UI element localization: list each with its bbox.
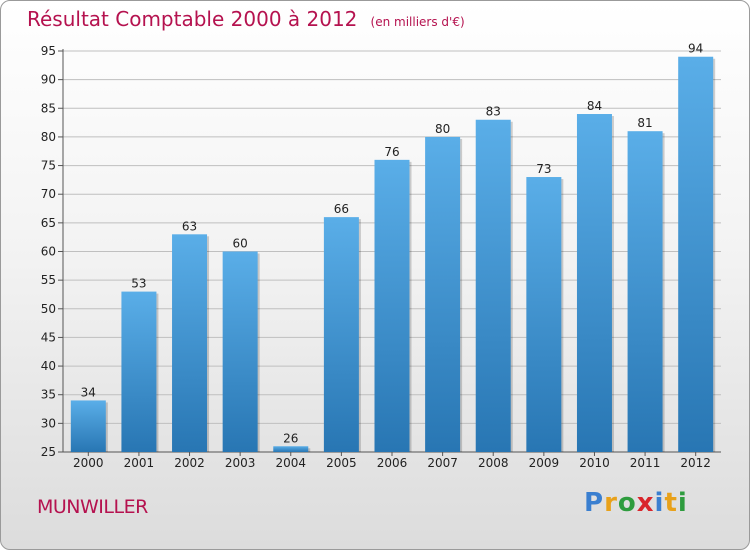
- bar-value-label: 84: [587, 99, 602, 113]
- bar: [222, 251, 258, 452]
- bar: [323, 217, 359, 452]
- logo-letter: t: [664, 488, 678, 518]
- y-tick-label: 35: [41, 388, 56, 402]
- chart-title: Résultat Comptable 2000 à 2012 (en milli…: [27, 7, 465, 31]
- chart-title-unit: (en milliers d'€): [370, 15, 465, 29]
- x-tick-label: 2011: [630, 456, 661, 470]
- bars: [70, 56, 716, 453]
- x-tick-label: 2002: [174, 456, 205, 470]
- y-tick-label: 95: [41, 44, 56, 58]
- bar: [70, 400, 106, 452]
- x-tick-label: 2004: [275, 456, 306, 470]
- logo-letter: r: [604, 488, 618, 518]
- labels: 25 30 35 40 45 50 55 60 65 70 75 80 85 90 95 34 2000 53 20…: [41, 42, 711, 470]
- proxiti-logo: Proxiti: [584, 488, 688, 518]
- x-tick-label: 2006: [377, 456, 408, 470]
- bar-value-label: 53: [131, 277, 146, 291]
- x-tick-label: 2007: [427, 456, 458, 470]
- x-tick-label: 2001: [124, 456, 155, 470]
- bar-value-label: 94: [688, 42, 703, 56]
- x-tick-label: 2000: [73, 456, 104, 470]
- bar-value-label: 76: [384, 145, 399, 159]
- commune-name: MUNWILLER: [37, 496, 148, 518]
- x-tick-label: 2008: [478, 456, 509, 470]
- bar: [121, 291, 157, 452]
- logo-letter: i: [677, 488, 688, 518]
- bar-value-label: 80: [435, 122, 450, 136]
- bar: [526, 177, 562, 452]
- bar-value-label: 63: [182, 219, 197, 233]
- y-tick-label: 85: [41, 101, 56, 115]
- bar: [374, 159, 410, 453]
- bar: [627, 131, 663, 452]
- x-tick-label: 2003: [225, 456, 256, 470]
- bar-value-label: 83: [486, 105, 501, 119]
- bar-value-label: 66: [334, 202, 349, 216]
- y-tick-label: 90: [41, 73, 56, 87]
- bar-value-label: 34: [81, 385, 96, 399]
- logo-letter: x: [636, 488, 655, 518]
- bar-value-label: 26: [283, 431, 298, 445]
- y-tick-label: 65: [41, 216, 56, 230]
- y-tick-label: 50: [41, 302, 56, 316]
- bar: [425, 136, 461, 452]
- y-tick-label: 60: [41, 245, 56, 259]
- y-tick-label: 40: [41, 359, 56, 373]
- bar: [172, 234, 208, 452]
- y-tick-label: 80: [41, 130, 56, 144]
- x-tick-label: 2010: [579, 456, 610, 470]
- y-tick-label: 45: [41, 330, 56, 344]
- y-tick-label: 30: [41, 416, 56, 430]
- y-tick-label: 25: [41, 445, 56, 459]
- bar-value-label: 73: [536, 162, 551, 176]
- y-tick-label: 55: [41, 273, 56, 287]
- bar-value-label: 81: [637, 116, 652, 130]
- chart-title-main: Résultat Comptable 2000 à 2012: [27, 7, 358, 31]
- bar: [576, 114, 612, 452]
- x-tick-label: 2012: [680, 456, 711, 470]
- bar-value-label: 60: [233, 237, 248, 251]
- bar: [475, 119, 511, 452]
- logo-letter: o: [617, 488, 637, 518]
- bar: [678, 56, 714, 452]
- x-tick-label: 2009: [529, 456, 560, 470]
- logo-letter: P: [584, 488, 605, 518]
- bar: [273, 446, 309, 452]
- x-tick-label: 2005: [326, 456, 357, 470]
- y-tick-label: 75: [41, 159, 56, 173]
- y-tick-label: 70: [41, 187, 56, 201]
- logo-letter: i: [654, 488, 665, 518]
